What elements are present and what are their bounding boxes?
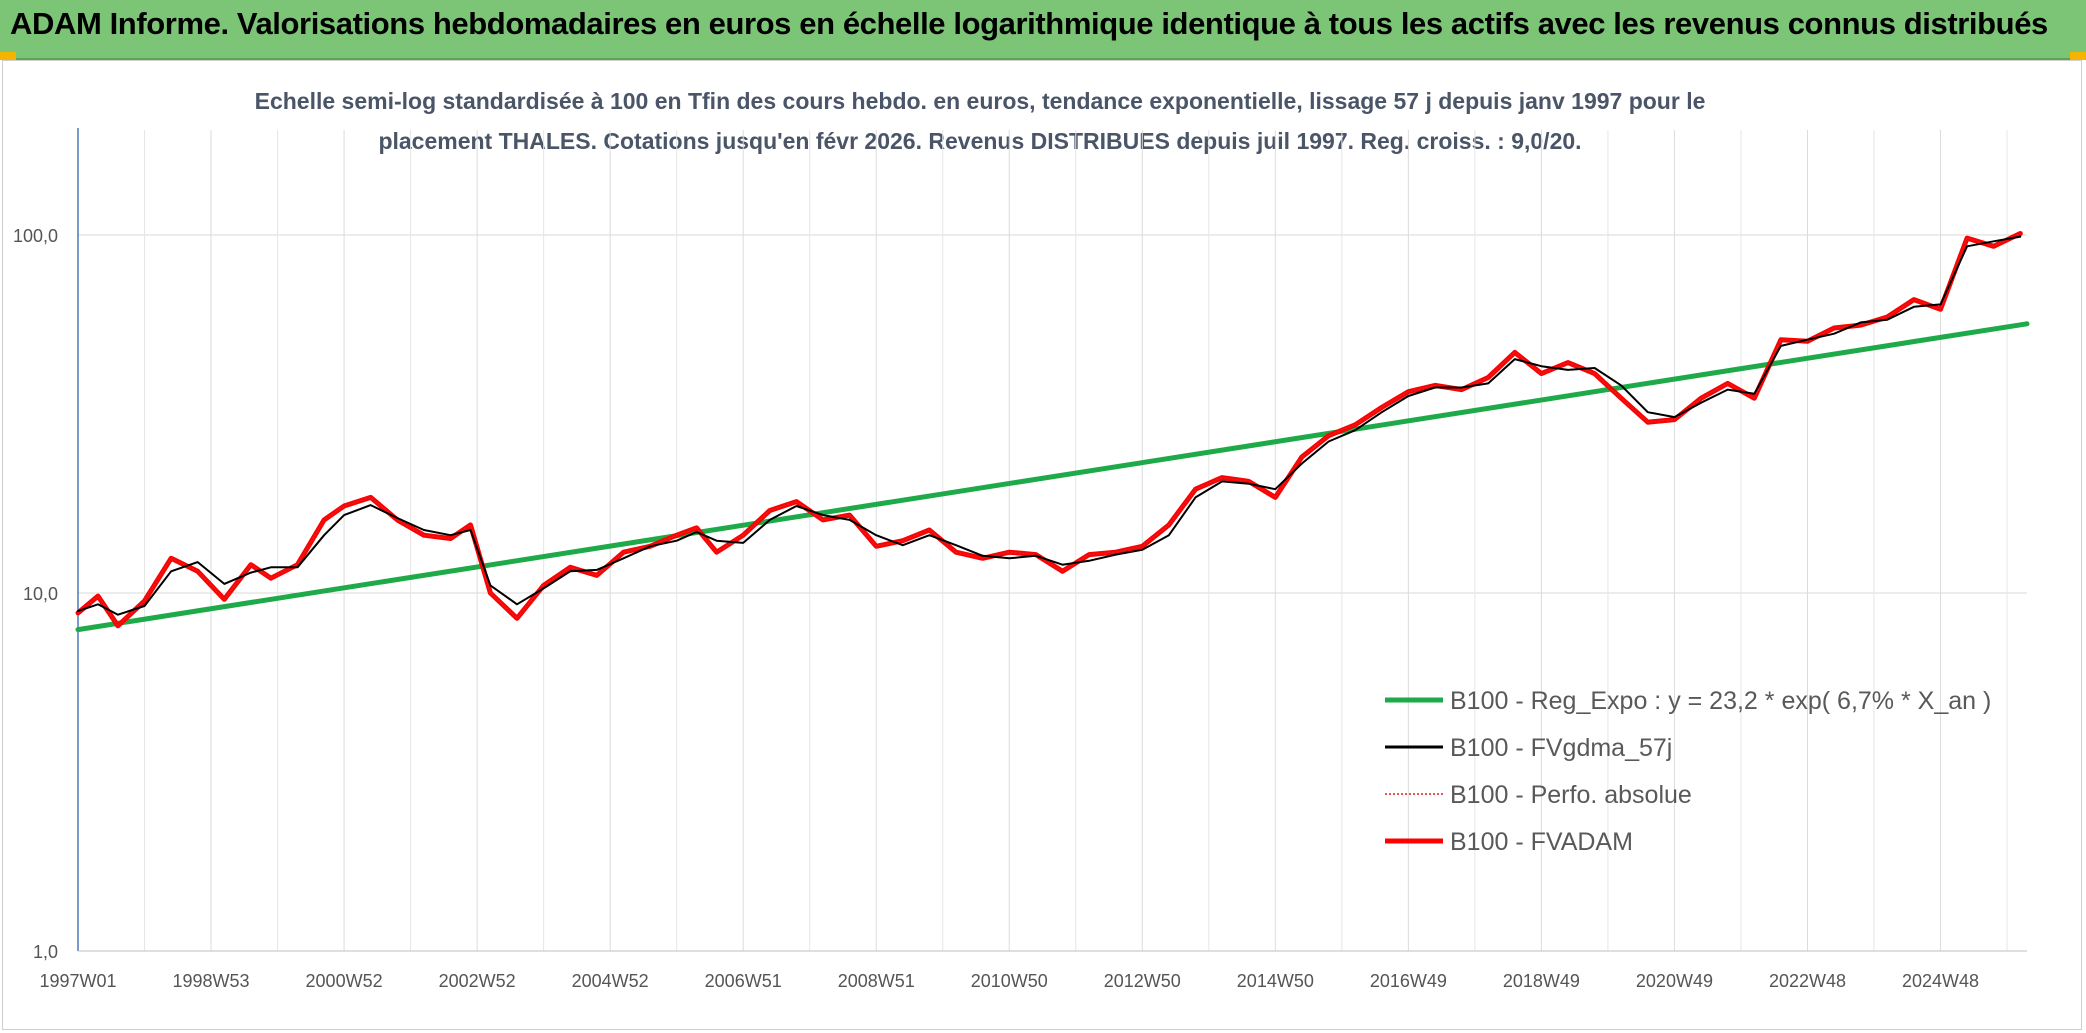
corner-marker-left: [0, 52, 16, 60]
series-lines: [75, 231, 2030, 633]
corner-marker-right: [2070, 52, 2086, 60]
legend-label-4: B100 - FVADAM: [1450, 828, 1633, 856]
x-tick-label: 2020W49: [1636, 971, 1713, 991]
series-line-1: [75, 321, 2030, 633]
x-tick-label: 2024W48: [1902, 971, 1979, 991]
series-line-4: [75, 231, 2023, 629]
x-tick-label: 2012W50: [1104, 971, 1181, 991]
x-tick-label: 2022W48: [1769, 971, 1846, 991]
x-tick-label: 1998W53: [173, 971, 250, 991]
legend-label-1: B100 - Reg_Expo : y = 23,2 * exp( 6,7% *…: [1450, 687, 1991, 715]
chart-frame: [2, 60, 2082, 1030]
x-tick-label: 2008W51: [838, 971, 915, 991]
x-tick-label: 2004W52: [572, 971, 649, 991]
grid: [77, 130, 2027, 952]
x-tick-label: 1997W01: [39, 971, 116, 991]
title-banner: ADAM Informe. Valorisations hebdomadaire…: [0, 0, 2086, 60]
page-title: ADAM Informe. Valorisations hebdomadaire…: [10, 6, 2048, 41]
y-tick-label: 10,0: [23, 584, 58, 604]
x-tick-label: 2010W50: [971, 971, 1048, 991]
legend: B100 - Reg_Expo : y = 23,2 * exp( 6,7% *…: [1385, 687, 1991, 856]
x-tick-label: 2016W49: [1370, 971, 1447, 991]
y-tick-label: 1,0: [33, 942, 58, 962]
x-tick-label: 2006W51: [705, 971, 782, 991]
x-tick-label: 2014W50: [1237, 971, 1314, 991]
series-line-2: [77, 235, 2022, 616]
y-tick-label: 100,0: [13, 226, 58, 246]
series-line-3: [77, 232, 2022, 627]
x-tick-label: 2002W52: [439, 971, 516, 991]
x-tick-label: 2000W52: [306, 971, 383, 991]
x-tick-label: 2018W49: [1503, 971, 1580, 991]
legend-label-2: B100 - FVgdma_57j: [1450, 734, 1672, 762]
chart-title: Echelle semi-log standardisée à 100 en T…: [254, 88, 1706, 114]
legend-label-3: B100 - Perfo. absolue: [1450, 781, 1692, 809]
chart-subtitle: placement THALES. Cotations jusqu'en fév…: [378, 128, 1582, 154]
axes: 1,0 10,0 100,0 1997W01 1998W53 2000W52 2002W52…: [13, 128, 2027, 991]
